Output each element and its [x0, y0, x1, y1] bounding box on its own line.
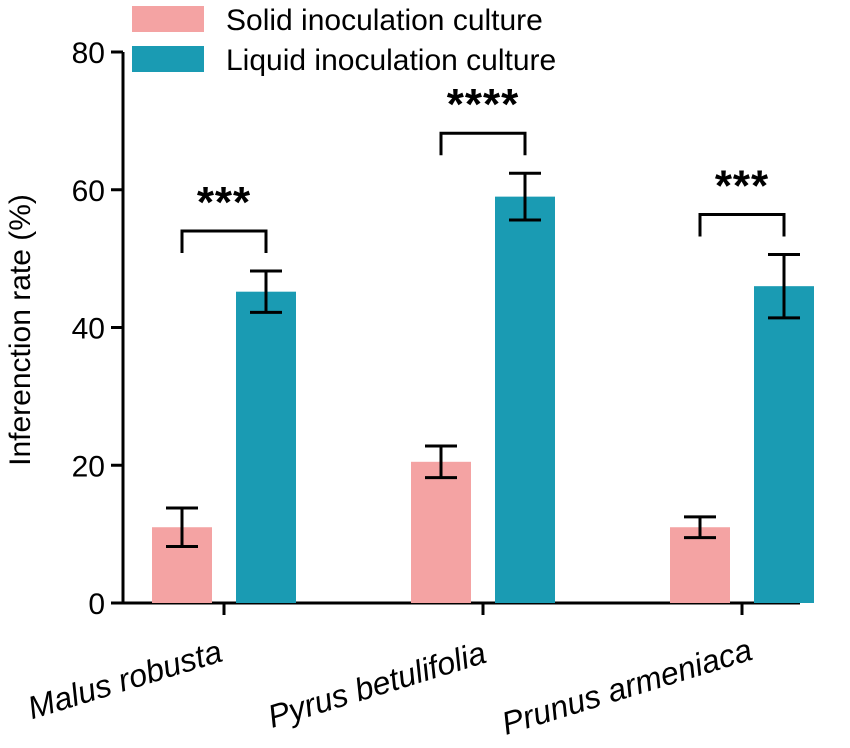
legend-label-solid: Solid inoculation culture [226, 4, 543, 37]
bar-solid-1 [411, 461, 471, 603]
significance-label: **** [447, 80, 520, 129]
category-label-pyrus-betulifolia: Pyrus betulifolia [264, 634, 491, 734]
legend-swatch-liquid [132, 46, 204, 72]
bar-liquid-2 [754, 286, 814, 603]
x-axis-ticks [222, 603, 744, 615]
bar-liquid-0 [236, 291, 296, 603]
bar-liquid-1 [495, 196, 555, 603]
significance-label: *** [715, 161, 769, 210]
y-axis-label: Inferenction rate (%) [4, 194, 37, 466]
y-tick-label: 60 [72, 175, 105, 208]
error-bars [166, 171, 800, 549]
y-tick-label: 80 [72, 37, 105, 70]
significance-label: *** [197, 178, 251, 227]
significance-bracket [439, 131, 527, 156]
y-tick-label: 20 [72, 450, 105, 483]
y-tick-label: 40 [72, 313, 105, 346]
legend-swatch-solid [132, 6, 204, 32]
significance-markers: ********** [180, 80, 786, 254]
y-tick-label: 0 [88, 588, 105, 621]
category-label-malus-robusta: Malus robusta [23, 633, 226, 726]
significance-bracket [698, 212, 786, 237]
bar-solid-2 [670, 527, 730, 603]
category-label-prunus-armeniaca: Prunus armeniaca [497, 631, 756, 741]
legend-label-liquid: Liquid inoculation culture [226, 44, 556, 77]
significance-bracket [180, 229, 268, 254]
y-axis-ticks: 0 20 40 60 80 [72, 37, 123, 621]
bars [152, 196, 814, 603]
legend: Solid inoculation culture Liquid inocula… [132, 4, 556, 77]
